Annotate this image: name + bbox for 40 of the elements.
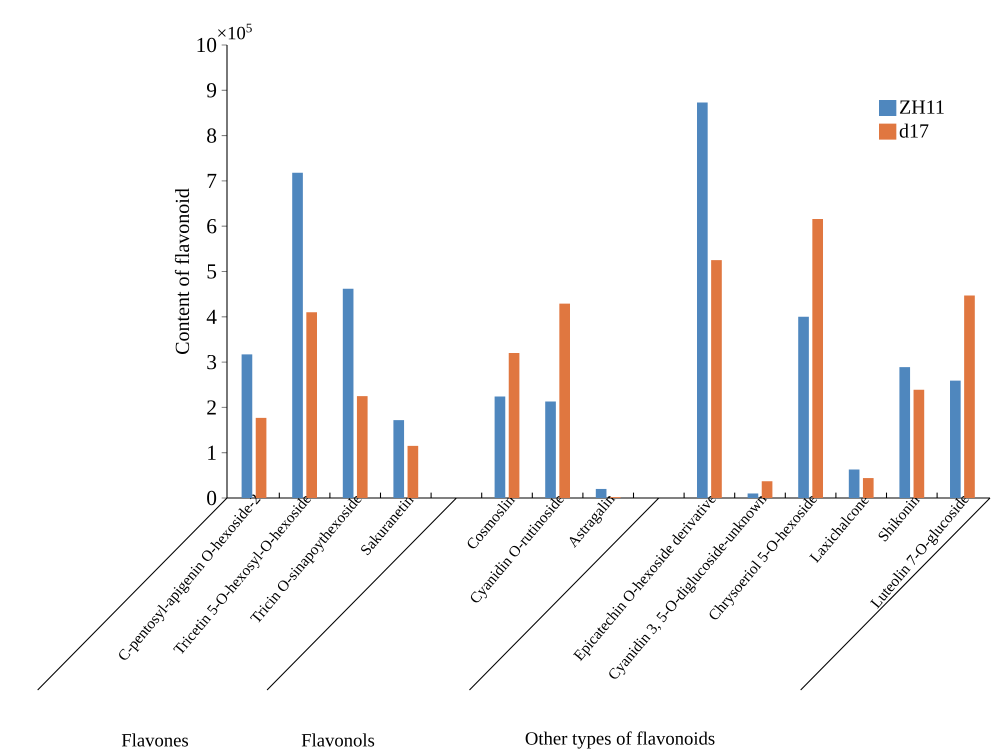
legend-label: d17	[900, 124, 928, 138]
y-tick-label: 7	[208, 174, 216, 188]
y-tick-label: 10	[198, 38, 216, 52]
bar	[494, 396, 506, 498]
bar	[862, 478, 874, 498]
y-tick-label: 8	[207, 128, 216, 143]
bar	[408, 446, 418, 498]
y-axis-title: Content of flavonoid	[174, 188, 190, 354]
bar	[342, 288, 354, 498]
y-tick-label: 1	[208, 446, 216, 460]
bar	[748, 493, 758, 498]
bar	[899, 367, 910, 498]
y-tick-label: 9	[206, 83, 216, 98]
bar	[306, 312, 318, 498]
y-tick-label: 4	[206, 310, 217, 324]
bar	[559, 304, 570, 498]
bar	[697, 102, 708, 498]
bar	[393, 420, 404, 498]
bar	[711, 260, 722, 498]
legend-label: ZH11	[900, 100, 944, 114]
bar	[508, 353, 520, 498]
text: Flavonols	[302, 733, 374, 747]
y-tick-label: 6	[207, 219, 216, 234]
bar	[545, 402, 556, 498]
y-tick-label: 2	[207, 400, 216, 414]
bar	[964, 296, 975, 498]
y-tick-label: 5	[208, 264, 216, 279]
bar	[950, 380, 961, 498]
bar	[848, 469, 860, 498]
text: ×10$^{5}$	[218, 24, 252, 40]
bar	[798, 316, 809, 498]
text: Other types of flavonoids	[526, 731, 714, 749]
text: Flavones	[122, 733, 188, 747]
bar	[292, 172, 303, 498]
y-tick-label: 3	[207, 354, 216, 370]
bar	[356, 396, 368, 498]
bar	[812, 218, 824, 498]
bar	[762, 481, 772, 498]
bar	[914, 390, 924, 498]
bar	[596, 488, 606, 498]
